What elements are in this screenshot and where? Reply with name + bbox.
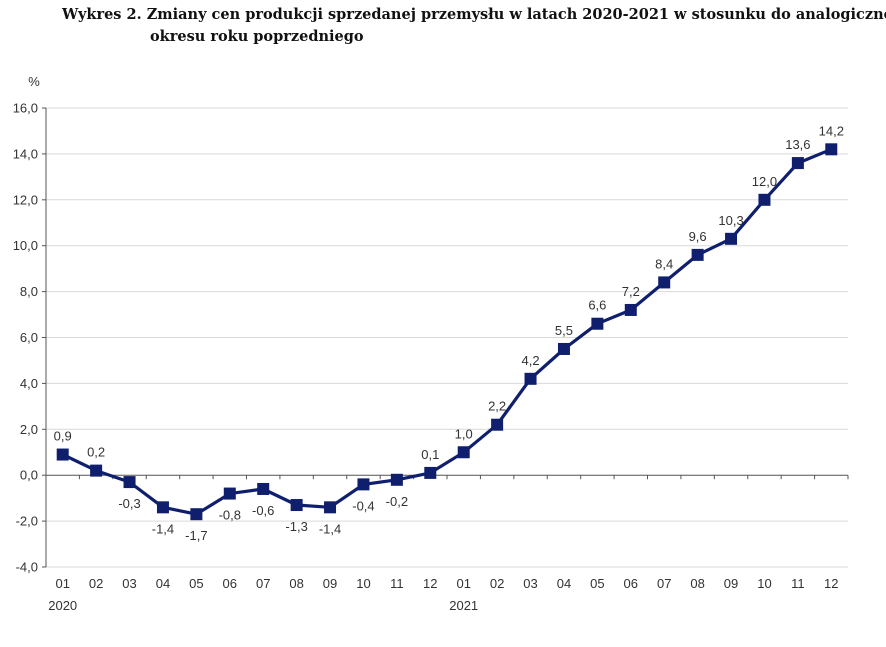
x-tick-label: 04 [557, 576, 571, 591]
x-tick-label: 02 [490, 576, 504, 591]
x-tick-label: 04 [156, 576, 170, 591]
chart-title-line-1: Wykres 2. Zmiany cen produkcji sprzedane… [62, 6, 886, 23]
x-tick-label: 03 [523, 576, 537, 591]
data-point [691, 248, 704, 261]
x-tick-label: 05 [189, 576, 203, 591]
data-label: 1,0 [455, 426, 473, 441]
y-tick-label: 0,0 [20, 468, 38, 483]
data-point [257, 482, 270, 495]
data-point [290, 499, 303, 512]
data-point [825, 143, 838, 156]
x-tick-label: 12 [423, 576, 437, 591]
data-label: -1,7 [185, 528, 207, 543]
data-label: -1,4 [152, 521, 174, 536]
y-tick-label: 12,0 [13, 192, 38, 207]
data-point [190, 508, 203, 521]
data-label: 0,2 [87, 445, 105, 460]
data-label: 10,3 [718, 213, 743, 228]
data-label: 13,6 [785, 137, 810, 152]
data-point [123, 476, 136, 489]
y-axis-label: % [28, 74, 40, 89]
x-tick-label: 01 [55, 576, 69, 591]
y-tick-label: 6,0 [20, 330, 38, 345]
data-point [524, 372, 537, 385]
x-tick-label: 10 [356, 576, 370, 591]
x-tick-label: 06 [624, 576, 638, 591]
data-label: 7,2 [622, 284, 640, 299]
data-point [156, 501, 169, 514]
y-tick-label: 16,0 [13, 101, 38, 116]
chart-title-line-2: okresu roku poprzedniego [150, 28, 364, 45]
series-markers [56, 143, 838, 521]
data-point [424, 466, 437, 479]
x-tick-label: 08 [690, 576, 704, 591]
x-tick-label: 11 [791, 576, 805, 591]
data-label: 0,9 [54, 429, 72, 444]
data-label: 2,2 [488, 399, 506, 414]
data-point [324, 501, 337, 514]
x-year-label: 2020 [48, 598, 77, 613]
data-point [758, 193, 771, 206]
x-year-label: 2021 [449, 598, 478, 613]
x-tick-label: 11 [390, 576, 404, 591]
y-tick-label: 10,0 [13, 238, 38, 253]
y-tick-label: 2,0 [20, 422, 38, 437]
data-label: 9,6 [689, 229, 707, 244]
data-label: -1,4 [319, 521, 341, 536]
data-label: 12,0 [752, 174, 777, 189]
data-point [658, 276, 671, 289]
x-axis-ticks: 01 02 03 04 05 06 07 08 09 10 11 12 01 02 03 04 05 06 07 08… [45, 475, 849, 613]
data-point [791, 157, 804, 170]
x-tick-label: 09 [323, 576, 337, 591]
data-point [357, 478, 370, 491]
data-label: -0,6 [252, 503, 274, 518]
x-tick-label: 01 [456, 576, 470, 591]
x-tick-label: 09 [724, 576, 738, 591]
series-line-group [62, 147, 832, 516]
data-label: 8,4 [655, 256, 673, 271]
x-tick-label: 07 [657, 576, 671, 591]
y-tick-label: 4,0 [20, 376, 38, 391]
y-axis-ticks: -4,0 -2,0 0,0 2,0 4,0 6,0 8,0 10,0 12,0 14,0 16,0 [13, 101, 46, 575]
data-point [557, 342, 570, 355]
x-tick-label: 07 [256, 576, 270, 591]
data-label: 0,1 [421, 447, 439, 462]
data-label: -0,2 [386, 494, 408, 509]
x-tick-label: 06 [223, 576, 237, 591]
x-tick-label: 05 [590, 576, 604, 591]
y-tick-label: -2,0 [16, 514, 38, 529]
data-label: 5,5 [555, 323, 573, 338]
data-label: 6,6 [588, 298, 606, 313]
data-point [491, 418, 504, 431]
x-tick-label: 12 [824, 576, 838, 591]
data-point [624, 303, 637, 316]
y-tick-label: 14,0 [13, 146, 38, 161]
data-point [591, 317, 604, 330]
data-label: 14,2 [819, 123, 844, 138]
gridlines [46, 107, 848, 568]
x-tick-label: 08 [289, 576, 303, 591]
data-label: -0,3 [118, 496, 140, 511]
data-label: -0,8 [219, 508, 241, 523]
data-point [223, 487, 236, 500]
data-label: -0,4 [352, 498, 374, 513]
data-label: -1,3 [285, 519, 307, 534]
y-tick-label: 8,0 [20, 284, 38, 299]
x-tick-label: 02 [89, 576, 103, 591]
data-point [725, 232, 738, 245]
data-point [90, 464, 103, 477]
data-point [56, 448, 69, 461]
data-label: 4,2 [522, 353, 540, 368]
series-line [62, 147, 832, 516]
y-tick-label: -4,0 [16, 560, 38, 575]
data-labels: 0,9 0,2 -0,3 -1,4 -1,7 -0,8 -0,6 -1,3 -1,4 -0,4 -0… [54, 123, 844, 543]
data-point [390, 473, 403, 486]
x-tick-label: 10 [757, 576, 771, 591]
data-point [457, 446, 470, 459]
x-tick-label: 03 [122, 576, 136, 591]
